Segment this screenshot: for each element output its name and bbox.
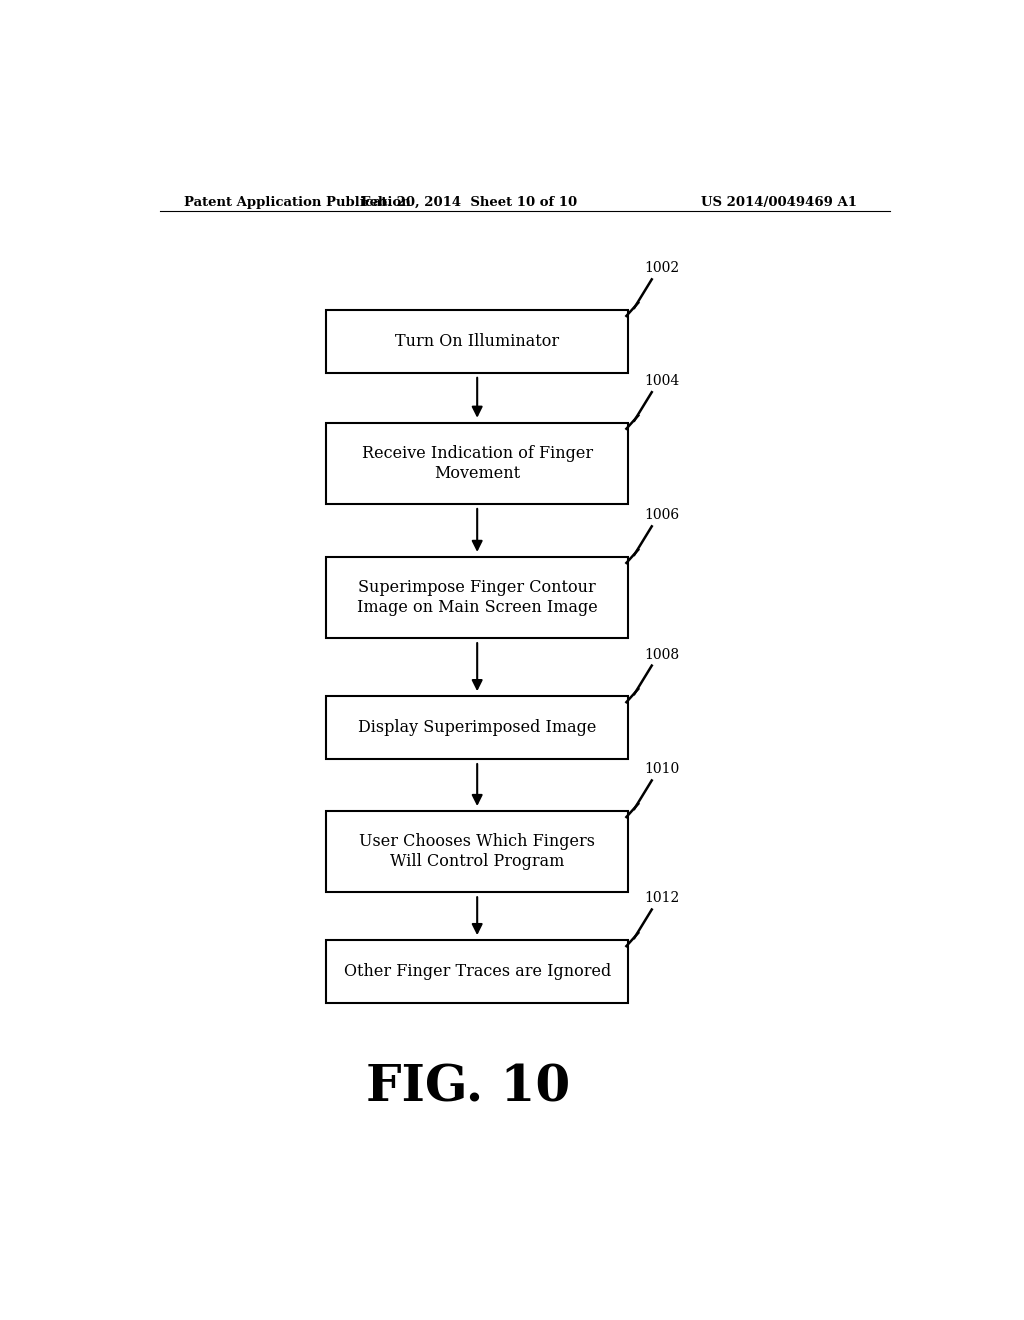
Text: 1008: 1008 bbox=[644, 648, 679, 661]
Bar bbox=[327, 557, 628, 638]
Text: US 2014/0049469 A1: US 2014/0049469 A1 bbox=[700, 195, 857, 209]
Text: Receive Indication of Finger
Movement: Receive Indication of Finger Movement bbox=[361, 445, 593, 482]
Text: 1002: 1002 bbox=[644, 261, 679, 276]
Text: Feb. 20, 2014  Sheet 10 of 10: Feb. 20, 2014 Sheet 10 of 10 bbox=[361, 195, 578, 209]
Text: FIG. 10: FIG. 10 bbox=[367, 1064, 570, 1113]
Text: Display Superimposed Image: Display Superimposed Image bbox=[358, 719, 596, 737]
Text: 1012: 1012 bbox=[644, 891, 679, 906]
Text: Superimpose Finger Contour
Image on Main Screen Image: Superimpose Finger Contour Image on Main… bbox=[356, 579, 598, 616]
Text: 1004: 1004 bbox=[644, 374, 679, 388]
Text: User Chooses Which Fingers
Will Control Program: User Chooses Which Fingers Will Control … bbox=[359, 833, 595, 870]
Bar bbox=[327, 696, 628, 759]
Text: 1006: 1006 bbox=[644, 508, 679, 523]
Bar bbox=[327, 422, 628, 504]
Text: Patent Application Publication: Patent Application Publication bbox=[183, 195, 411, 209]
Text: Other Finger Traces are Ignored: Other Finger Traces are Ignored bbox=[344, 964, 610, 979]
Bar bbox=[327, 310, 628, 372]
Bar bbox=[327, 810, 628, 892]
Text: Turn On Illuminator: Turn On Illuminator bbox=[395, 333, 559, 350]
Bar bbox=[327, 940, 628, 1003]
Text: 1010: 1010 bbox=[644, 763, 679, 776]
